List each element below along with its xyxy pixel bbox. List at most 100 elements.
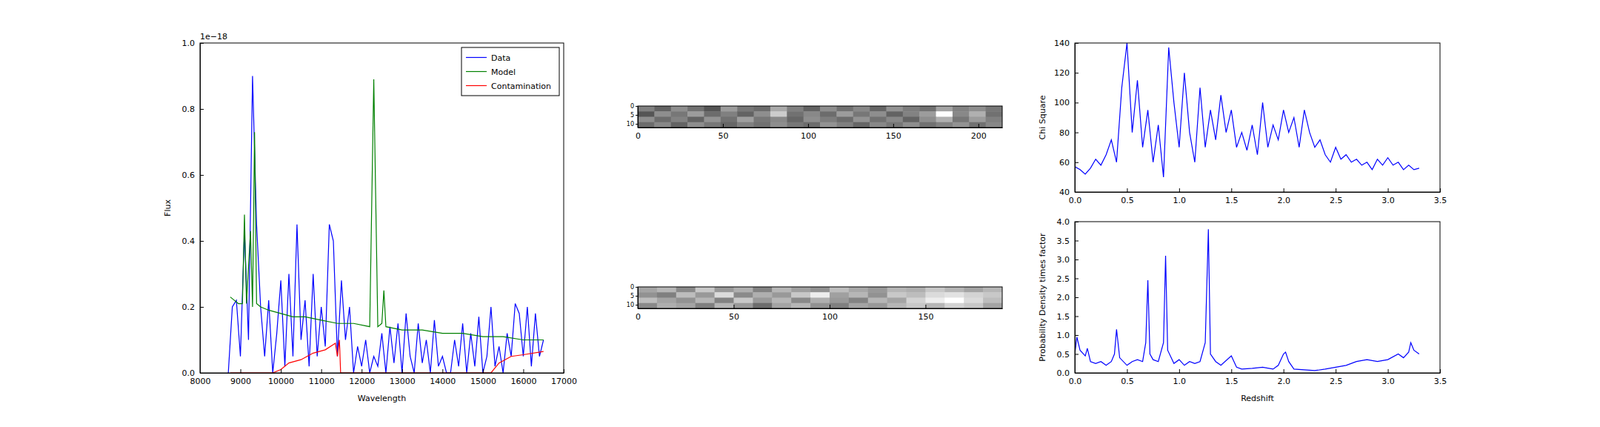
tick-label: 16000 bbox=[510, 376, 537, 386]
heatmap-cell bbox=[695, 302, 715, 309]
heatmap-cell bbox=[754, 122, 772, 128]
heatmap-cell bbox=[687, 111, 705, 118]
heatmap-cell bbox=[853, 122, 871, 128]
tick: 2.5 bbox=[1057, 274, 1080, 284]
axis-line bbox=[638, 308, 1003, 309]
heatmap-cell bbox=[687, 117, 705, 123]
heatmap-cell bbox=[754, 105, 772, 112]
heatmap-cell bbox=[919, 122, 937, 128]
series-line bbox=[1074, 228, 1420, 371]
y-axis: 0.00.20.40.60.81.0 bbox=[182, 38, 205, 378]
heatmap-cell bbox=[671, 122, 689, 128]
heatmap-cell bbox=[657, 286, 677, 293]
tick-label: 80 bbox=[1059, 128, 1070, 138]
legend-label: Model bbox=[491, 67, 516, 78]
tick-label: 0.5 bbox=[1120, 376, 1135, 386]
heatmap-cell bbox=[869, 111, 887, 118]
tick-mark bbox=[635, 286, 638, 288]
heatmap-cell bbox=[791, 286, 811, 293]
tick: 100 bbox=[1054, 97, 1079, 108]
tick-label: 11000 bbox=[308, 376, 335, 386]
heatmap-cell bbox=[848, 286, 869, 293]
heatmap-cell bbox=[810, 297, 830, 304]
legend-swatch bbox=[465, 71, 487, 72]
x-axis: 0.00.51.01.52.02.53.03.5 bbox=[1068, 188, 1448, 206]
tick: 0.5 bbox=[1120, 368, 1135, 386]
tick-mark bbox=[1074, 240, 1079, 242]
tick: 100 bbox=[800, 123, 817, 141]
tick-label: 0.5 bbox=[1120, 195, 1135, 206]
tick: 2.0 bbox=[1057, 292, 1080, 303]
heatmap-cell bbox=[637, 122, 655, 128]
heatmap-cell bbox=[836, 111, 854, 118]
heatmap-cell bbox=[637, 291, 658, 298]
heatmap-cell bbox=[906, 291, 926, 298]
tick-mark bbox=[563, 368, 565, 373]
heatmap-cell bbox=[869, 122, 887, 128]
heatmap-cell bbox=[676, 297, 696, 304]
heatmap-cell bbox=[885, 105, 903, 112]
heatmap-cell bbox=[853, 111, 871, 118]
tick-label: 120 bbox=[1054, 68, 1070, 78]
heatmap-cell bbox=[925, 286, 945, 293]
tick: 0.5 bbox=[1057, 349, 1080, 360]
tick: 1.0 bbox=[1057, 330, 1080, 340]
tick: 1.5 bbox=[1225, 368, 1239, 386]
tick-mark bbox=[1283, 368, 1285, 373]
tick: 0.6 bbox=[182, 170, 205, 180]
tick-mark bbox=[1074, 221, 1079, 223]
tick: 1.5 bbox=[1057, 311, 1080, 322]
x-axis-title: Redshift bbox=[1240, 393, 1275, 403]
tick-mark bbox=[1231, 368, 1232, 373]
heatmap-cell bbox=[944, 291, 964, 298]
tick: 200 bbox=[971, 123, 987, 141]
tick-mark bbox=[361, 368, 363, 373]
heatmap-cell bbox=[919, 105, 937, 112]
legend-box bbox=[461, 47, 560, 96]
tick: 50 bbox=[728, 304, 740, 322]
tick-mark bbox=[1335, 188, 1337, 192]
heatmap-cell bbox=[848, 297, 869, 304]
y-axis: 406080100120140 bbox=[1054, 38, 1079, 198]
tick: 0.8 bbox=[182, 104, 205, 115]
tick-mark bbox=[733, 304, 735, 309]
heatmap-cell bbox=[791, 297, 811, 304]
heatmap-cell bbox=[737, 111, 755, 118]
y-axis-title: Probability Density times factor bbox=[1037, 232, 1048, 362]
heatmap-cell bbox=[676, 302, 696, 309]
tick-mark bbox=[1283, 188, 1285, 192]
tick-mark bbox=[200, 240, 204, 242]
heatmap-cell bbox=[985, 105, 1003, 112]
tick: 13000 bbox=[389, 368, 416, 386]
tick-mark bbox=[925, 304, 926, 309]
heatmap-cell bbox=[925, 302, 945, 309]
tick-mark bbox=[1074, 259, 1079, 260]
tick-mark bbox=[200, 372, 204, 374]
plot-frame bbox=[1074, 42, 1440, 192]
heatmap-cell bbox=[952, 117, 970, 123]
tick-label: 50 bbox=[717, 131, 729, 141]
tick-label: 2.5 bbox=[1329, 195, 1343, 206]
tick-label: 2.0 bbox=[1277, 195, 1291, 206]
tick-mark bbox=[1074, 372, 1079, 374]
tick-mark bbox=[1074, 132, 1079, 134]
tick-label: 3.5 bbox=[1434, 195, 1448, 206]
heatmap-cell bbox=[848, 291, 869, 298]
heatmap-cell bbox=[968, 111, 986, 118]
heatmap-cell bbox=[902, 122, 920, 128]
tick-mark bbox=[442, 368, 443, 373]
heatmap-cell bbox=[820, 122, 838, 128]
series-line bbox=[230, 340, 544, 374]
plot-frame bbox=[1074, 221, 1440, 373]
series-line bbox=[1074, 42, 1420, 178]
tick-label: 140 bbox=[1054, 38, 1070, 49]
tick: 1.0 bbox=[1173, 188, 1187, 206]
y-axis: 0510 bbox=[626, 102, 639, 128]
tick-label: 0.8 bbox=[182, 104, 196, 115]
heatmap-cell bbox=[887, 286, 907, 293]
tick-mark bbox=[1440, 188, 1441, 192]
tick-label: 1.5 bbox=[1225, 376, 1239, 386]
heatmap-cell bbox=[906, 302, 926, 309]
tick-mark bbox=[978, 123, 980, 128]
tick: 14000 bbox=[429, 368, 456, 386]
